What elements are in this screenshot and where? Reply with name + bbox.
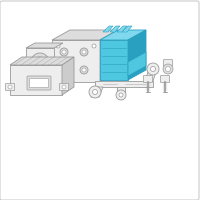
Polygon shape: [10, 57, 74, 65]
Polygon shape: [117, 87, 125, 95]
Polygon shape: [91, 87, 103, 97]
Polygon shape: [62, 57, 74, 95]
Polygon shape: [52, 30, 118, 40]
Circle shape: [62, 50, 66, 54]
Polygon shape: [100, 30, 118, 82]
Circle shape: [163, 64, 173, 74]
Circle shape: [60, 66, 68, 74]
Polygon shape: [26, 48, 54, 76]
Circle shape: [92, 44, 96, 48]
Circle shape: [80, 66, 88, 74]
Circle shape: [82, 68, 86, 72]
Polygon shape: [100, 30, 146, 40]
FancyBboxPatch shape: [164, 60, 172, 66]
Ellipse shape: [38, 60, 42, 64]
FancyBboxPatch shape: [160, 75, 170, 82]
Polygon shape: [128, 52, 146, 76]
Circle shape: [116, 90, 126, 100]
Polygon shape: [10, 65, 62, 95]
Polygon shape: [26, 43, 63, 48]
Polygon shape: [100, 40, 128, 80]
Circle shape: [151, 66, 156, 72]
Circle shape: [8, 85, 12, 89]
Circle shape: [60, 48, 68, 56]
Circle shape: [82, 50, 86, 54]
Circle shape: [56, 44, 60, 48]
Polygon shape: [95, 81, 153, 87]
Polygon shape: [103, 26, 113, 32]
FancyBboxPatch shape: [144, 75, 153, 82]
Circle shape: [147, 63, 159, 75]
FancyBboxPatch shape: [6, 84, 14, 90]
Circle shape: [166, 66, 170, 72]
Circle shape: [80, 48, 88, 56]
Ellipse shape: [35, 76, 45, 82]
Polygon shape: [122, 26, 132, 32]
Circle shape: [119, 93, 123, 97]
Polygon shape: [128, 30, 146, 80]
Ellipse shape: [35, 57, 45, 67]
Circle shape: [89, 86, 101, 98]
Polygon shape: [52, 40, 100, 82]
FancyBboxPatch shape: [27, 76, 51, 90]
Circle shape: [62, 85, 66, 89]
Ellipse shape: [31, 53, 49, 71]
Polygon shape: [117, 26, 127, 32]
Polygon shape: [110, 26, 120, 32]
Circle shape: [92, 90, 98, 95]
FancyBboxPatch shape: [60, 84, 68, 90]
Polygon shape: [145, 69, 157, 81]
Circle shape: [62, 68, 66, 72]
FancyBboxPatch shape: [30, 78, 48, 88]
